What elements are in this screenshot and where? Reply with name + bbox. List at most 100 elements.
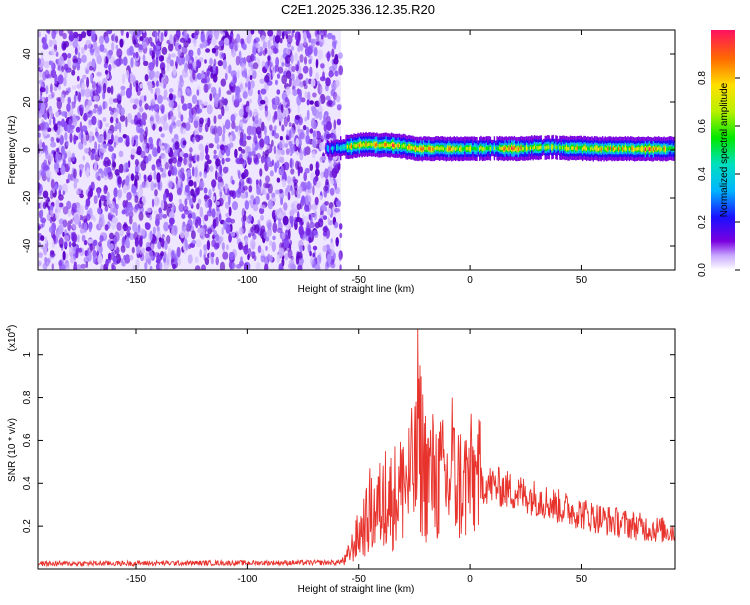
noise-speckle bbox=[160, 251, 165, 257]
noise-speckle bbox=[114, 231, 120, 242]
band-cell bbox=[500, 146, 502, 151]
noise-speckle bbox=[158, 209, 163, 221]
noise-speckle bbox=[126, 191, 132, 201]
noise-speckle bbox=[215, 256, 219, 266]
noise-speckle bbox=[192, 136, 195, 144]
noise-speckle bbox=[156, 162, 163, 170]
noise-speckle bbox=[79, 205, 84, 216]
noise-speckle bbox=[115, 117, 119, 124]
noise-speckle bbox=[121, 209, 126, 215]
noise-speckle bbox=[172, 121, 176, 127]
noise-speckle bbox=[261, 121, 265, 132]
noise-speckle bbox=[116, 222, 122, 231]
band-cell bbox=[623, 147, 625, 151]
noise-speckle bbox=[260, 35, 266, 43]
noise-speckle bbox=[325, 77, 331, 87]
noise-speckle bbox=[115, 207, 118, 216]
band-cell bbox=[329, 146, 331, 150]
noise-speckle bbox=[87, 239, 94, 244]
noise-speckle bbox=[39, 94, 43, 101]
noise-speckle bbox=[81, 54, 87, 63]
band-cell bbox=[425, 146, 427, 151]
noise-speckle bbox=[50, 190, 54, 200]
noise-speckle bbox=[288, 122, 292, 127]
noise-speckle bbox=[315, 180, 321, 189]
snr-panel: -150 -100 -50 0 50 0.2 0.4 0.6 0.8 1 Height of st… bbox=[6, 325, 676, 595]
noise-speckle bbox=[262, 151, 265, 158]
noise-speckle bbox=[193, 113, 196, 120]
noise-speckle bbox=[178, 203, 185, 212]
noise-speckle bbox=[50, 48, 57, 56]
noise-speckle bbox=[229, 251, 236, 261]
noise-speckle bbox=[123, 163, 127, 174]
noise-speckle bbox=[309, 250, 312, 257]
noise-speckle bbox=[198, 57, 204, 62]
noise-speckle bbox=[300, 97, 306, 103]
noise-speckle bbox=[55, 148, 59, 153]
noise-speckle bbox=[278, 66, 284, 74]
noise-speckle bbox=[199, 227, 206, 237]
band-cell bbox=[368, 142, 370, 146]
noise-speckle bbox=[155, 87, 161, 96]
noise-speckle bbox=[147, 81, 153, 91]
noise-speckle bbox=[281, 62, 285, 67]
noise-speckle bbox=[312, 121, 317, 129]
band-cell bbox=[420, 146, 422, 151]
noise-speckle bbox=[140, 118, 144, 129]
noise-speckle bbox=[58, 55, 64, 65]
x-tick-label: -150 bbox=[126, 574, 146, 585]
noise-speckle bbox=[309, 204, 313, 210]
noise-speckle bbox=[216, 143, 220, 150]
band-cell bbox=[597, 147, 600, 152]
noise-speckle bbox=[91, 58, 96, 68]
noise-speckle bbox=[120, 107, 125, 116]
noise-speckle bbox=[210, 257, 214, 265]
noise-speckle bbox=[73, 168, 77, 179]
band-cell bbox=[549, 145, 552, 149]
band-cell bbox=[561, 145, 564, 150]
noise-speckle bbox=[106, 50, 112, 60]
noise-speckle bbox=[315, 161, 319, 171]
noise-speckle bbox=[140, 150, 146, 159]
noise-speckle bbox=[153, 169, 157, 181]
band-cell bbox=[583, 146, 585, 150]
noise-speckle bbox=[141, 112, 148, 121]
noise-speckle bbox=[40, 86, 43, 96]
band-cell bbox=[626, 147, 628, 151]
noise-speckle bbox=[119, 58, 124, 65]
band-cell bbox=[456, 146, 458, 150]
noise-speckle bbox=[66, 103, 71, 112]
noise-speckle bbox=[178, 50, 182, 56]
noise-speckle bbox=[63, 240, 68, 248]
y-tick-label: 0.6 bbox=[22, 433, 33, 447]
noise-speckle bbox=[46, 73, 52, 79]
band-cell bbox=[620, 147, 623, 151]
band-cell bbox=[610, 146, 612, 150]
noise-speckle bbox=[38, 252, 43, 258]
noise-speckle bbox=[308, 32, 312, 43]
noise-speckle bbox=[139, 132, 145, 143]
noise-speckle bbox=[112, 257, 118, 262]
noise-speckle bbox=[309, 66, 313, 78]
noise-speckle bbox=[240, 149, 246, 154]
colorbar-tick-label: 0.0 bbox=[697, 263, 708, 277]
noise-speckle bbox=[295, 216, 302, 223]
noise-speckle bbox=[235, 55, 240, 66]
band-cell bbox=[438, 147, 441, 151]
noise-speckle bbox=[44, 236, 48, 245]
band-cell bbox=[573, 146, 576, 150]
band-cell bbox=[472, 146, 474, 151]
band-cell bbox=[513, 146, 516, 150]
noise-speckle bbox=[104, 185, 108, 192]
noise-speckle bbox=[179, 172, 186, 182]
noise-speckle bbox=[264, 263, 269, 270]
noise-speckle bbox=[72, 114, 76, 122]
noise-speckle bbox=[232, 201, 238, 211]
noise-speckle bbox=[241, 63, 246, 70]
band-cell bbox=[560, 146, 562, 150]
band-cell bbox=[603, 147, 605, 152]
band-cell bbox=[655, 147, 657, 151]
noise-speckle bbox=[163, 221, 169, 232]
noise-speckle bbox=[292, 264, 297, 270]
noise-speckle bbox=[215, 158, 221, 167]
